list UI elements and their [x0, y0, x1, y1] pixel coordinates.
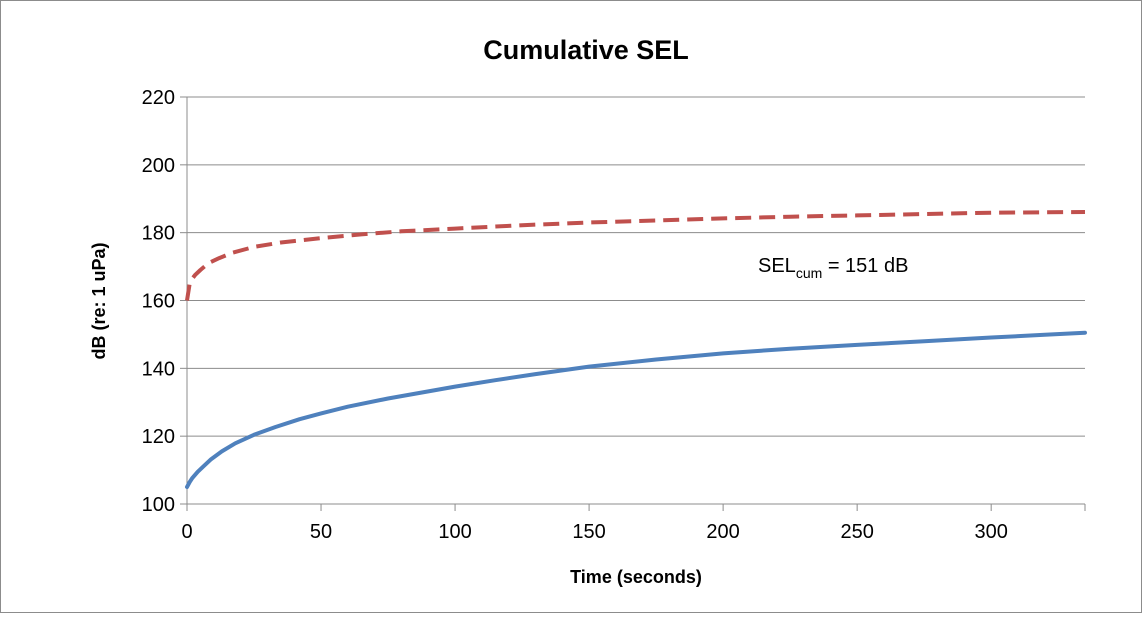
x-tick-label: 50: [310, 521, 332, 543]
series-lines: [185, 210, 1087, 489]
y-tick-label: 140: [142, 358, 175, 380]
x-tick-label: 100: [438, 521, 471, 543]
y-tick-label: 220: [142, 87, 175, 109]
axes: [180, 96, 1086, 511]
y-tick-label: 100: [142, 494, 175, 516]
grid-lines: [187, 96, 1085, 437]
series-line-solid: [185, 330, 1087, 489]
tick-labels: 100 120 140 160 180 200 220 0 50 100 150 200 250 300: [142, 87, 1008, 543]
series-line-dashed: [185, 210, 1086, 301]
sel-cum-annotation: SELcum = 151 dB: [758, 255, 908, 281]
annotation-value: = 151 dB: [822, 255, 908, 277]
chart-title: Cumulative SEL: [483, 35, 689, 65]
annotation-main: SEL: [758, 255, 796, 277]
y-tick-label: 180: [142, 223, 175, 245]
y-axis-label: dB (re: 1 uPa): [89, 242, 109, 359]
x-tick-label: 150: [572, 521, 605, 543]
x-tick-label: 0: [181, 521, 192, 543]
x-axis-label: Time (seconds): [570, 567, 702, 587]
x-tick-label: 200: [706, 521, 739, 543]
y-tick-label: 200: [142, 155, 175, 177]
y-tick-label: 160: [142, 291, 175, 313]
x-tick-label: 250: [840, 521, 873, 543]
annotation-subscript: cum: [796, 265, 822, 281]
x-tick-label: 300: [974, 521, 1007, 543]
y-tick-label: 120: [142, 426, 175, 448]
